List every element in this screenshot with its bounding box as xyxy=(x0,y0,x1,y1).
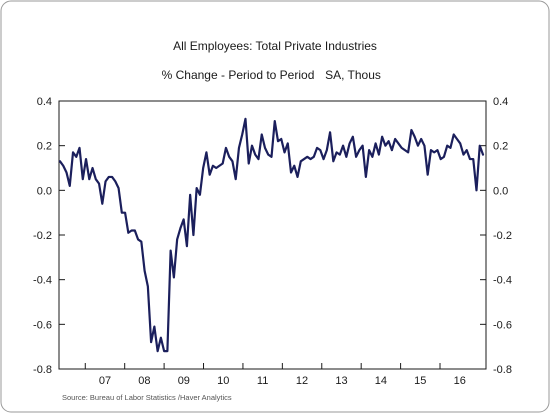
x-tick-label: 10 xyxy=(217,375,229,387)
chart-unit-note: SA, Thous xyxy=(325,68,381,82)
y-tick-label-left: -0.8 xyxy=(33,364,52,376)
y-tick-label-left: 0.2 xyxy=(37,141,52,153)
y-tick-label-right: 0.2 xyxy=(493,141,508,153)
x-tick-label: 13 xyxy=(335,375,347,387)
y-tick-label-left: -0.4 xyxy=(33,275,52,287)
y-tick-label-right: -0.2 xyxy=(493,230,512,242)
series-line-private-employment-change xyxy=(58,117,485,353)
x-tick-label: 07 xyxy=(99,375,111,387)
y-tick-label-left: -0.6 xyxy=(33,319,52,331)
y-tick-label-right: -0.6 xyxy=(493,319,512,331)
y-tick-label-left: 0.4 xyxy=(37,96,52,108)
y-tick-label-right: -0.4 xyxy=(493,275,512,287)
x-axis: 07 08 09 10 11 12 13 14 15 16 xyxy=(84,363,466,387)
series-layer xyxy=(58,117,485,353)
y-axis-left: 0.4 0.2 0.0 -0.2 -0.4 -0.6 -0.8 xyxy=(33,96,65,376)
chart-title: All Employees: Total Private Industries xyxy=(173,39,377,53)
x-tick-label: 11 xyxy=(257,375,268,387)
chart-subtitle: % Change - Period to Period xyxy=(162,68,315,82)
y-tick-label-left: 0.0 xyxy=(37,185,52,197)
y-tick-label-right: 0.4 xyxy=(493,96,508,108)
y-tick-label-right: 0.0 xyxy=(493,185,508,197)
y-tick-label-left: -0.2 xyxy=(33,230,52,242)
x-tick-label: 14 xyxy=(375,375,387,387)
x-tick-label: 08 xyxy=(138,375,150,387)
chart-source-note: Source: Bureau of Labor Statistics /Have… xyxy=(62,393,232,402)
y-axis-right: 0.4 0.2 0.0 -0.2 -0.4 -0.6 -0.8 xyxy=(480,96,512,376)
x-tick-label: 09 xyxy=(178,375,190,387)
x-tick-label: 12 xyxy=(296,375,308,387)
x-tick-label: 16 xyxy=(454,375,466,387)
x-tick-label: 15 xyxy=(414,375,426,387)
y-tick-label-right: -0.8 xyxy=(493,364,512,376)
